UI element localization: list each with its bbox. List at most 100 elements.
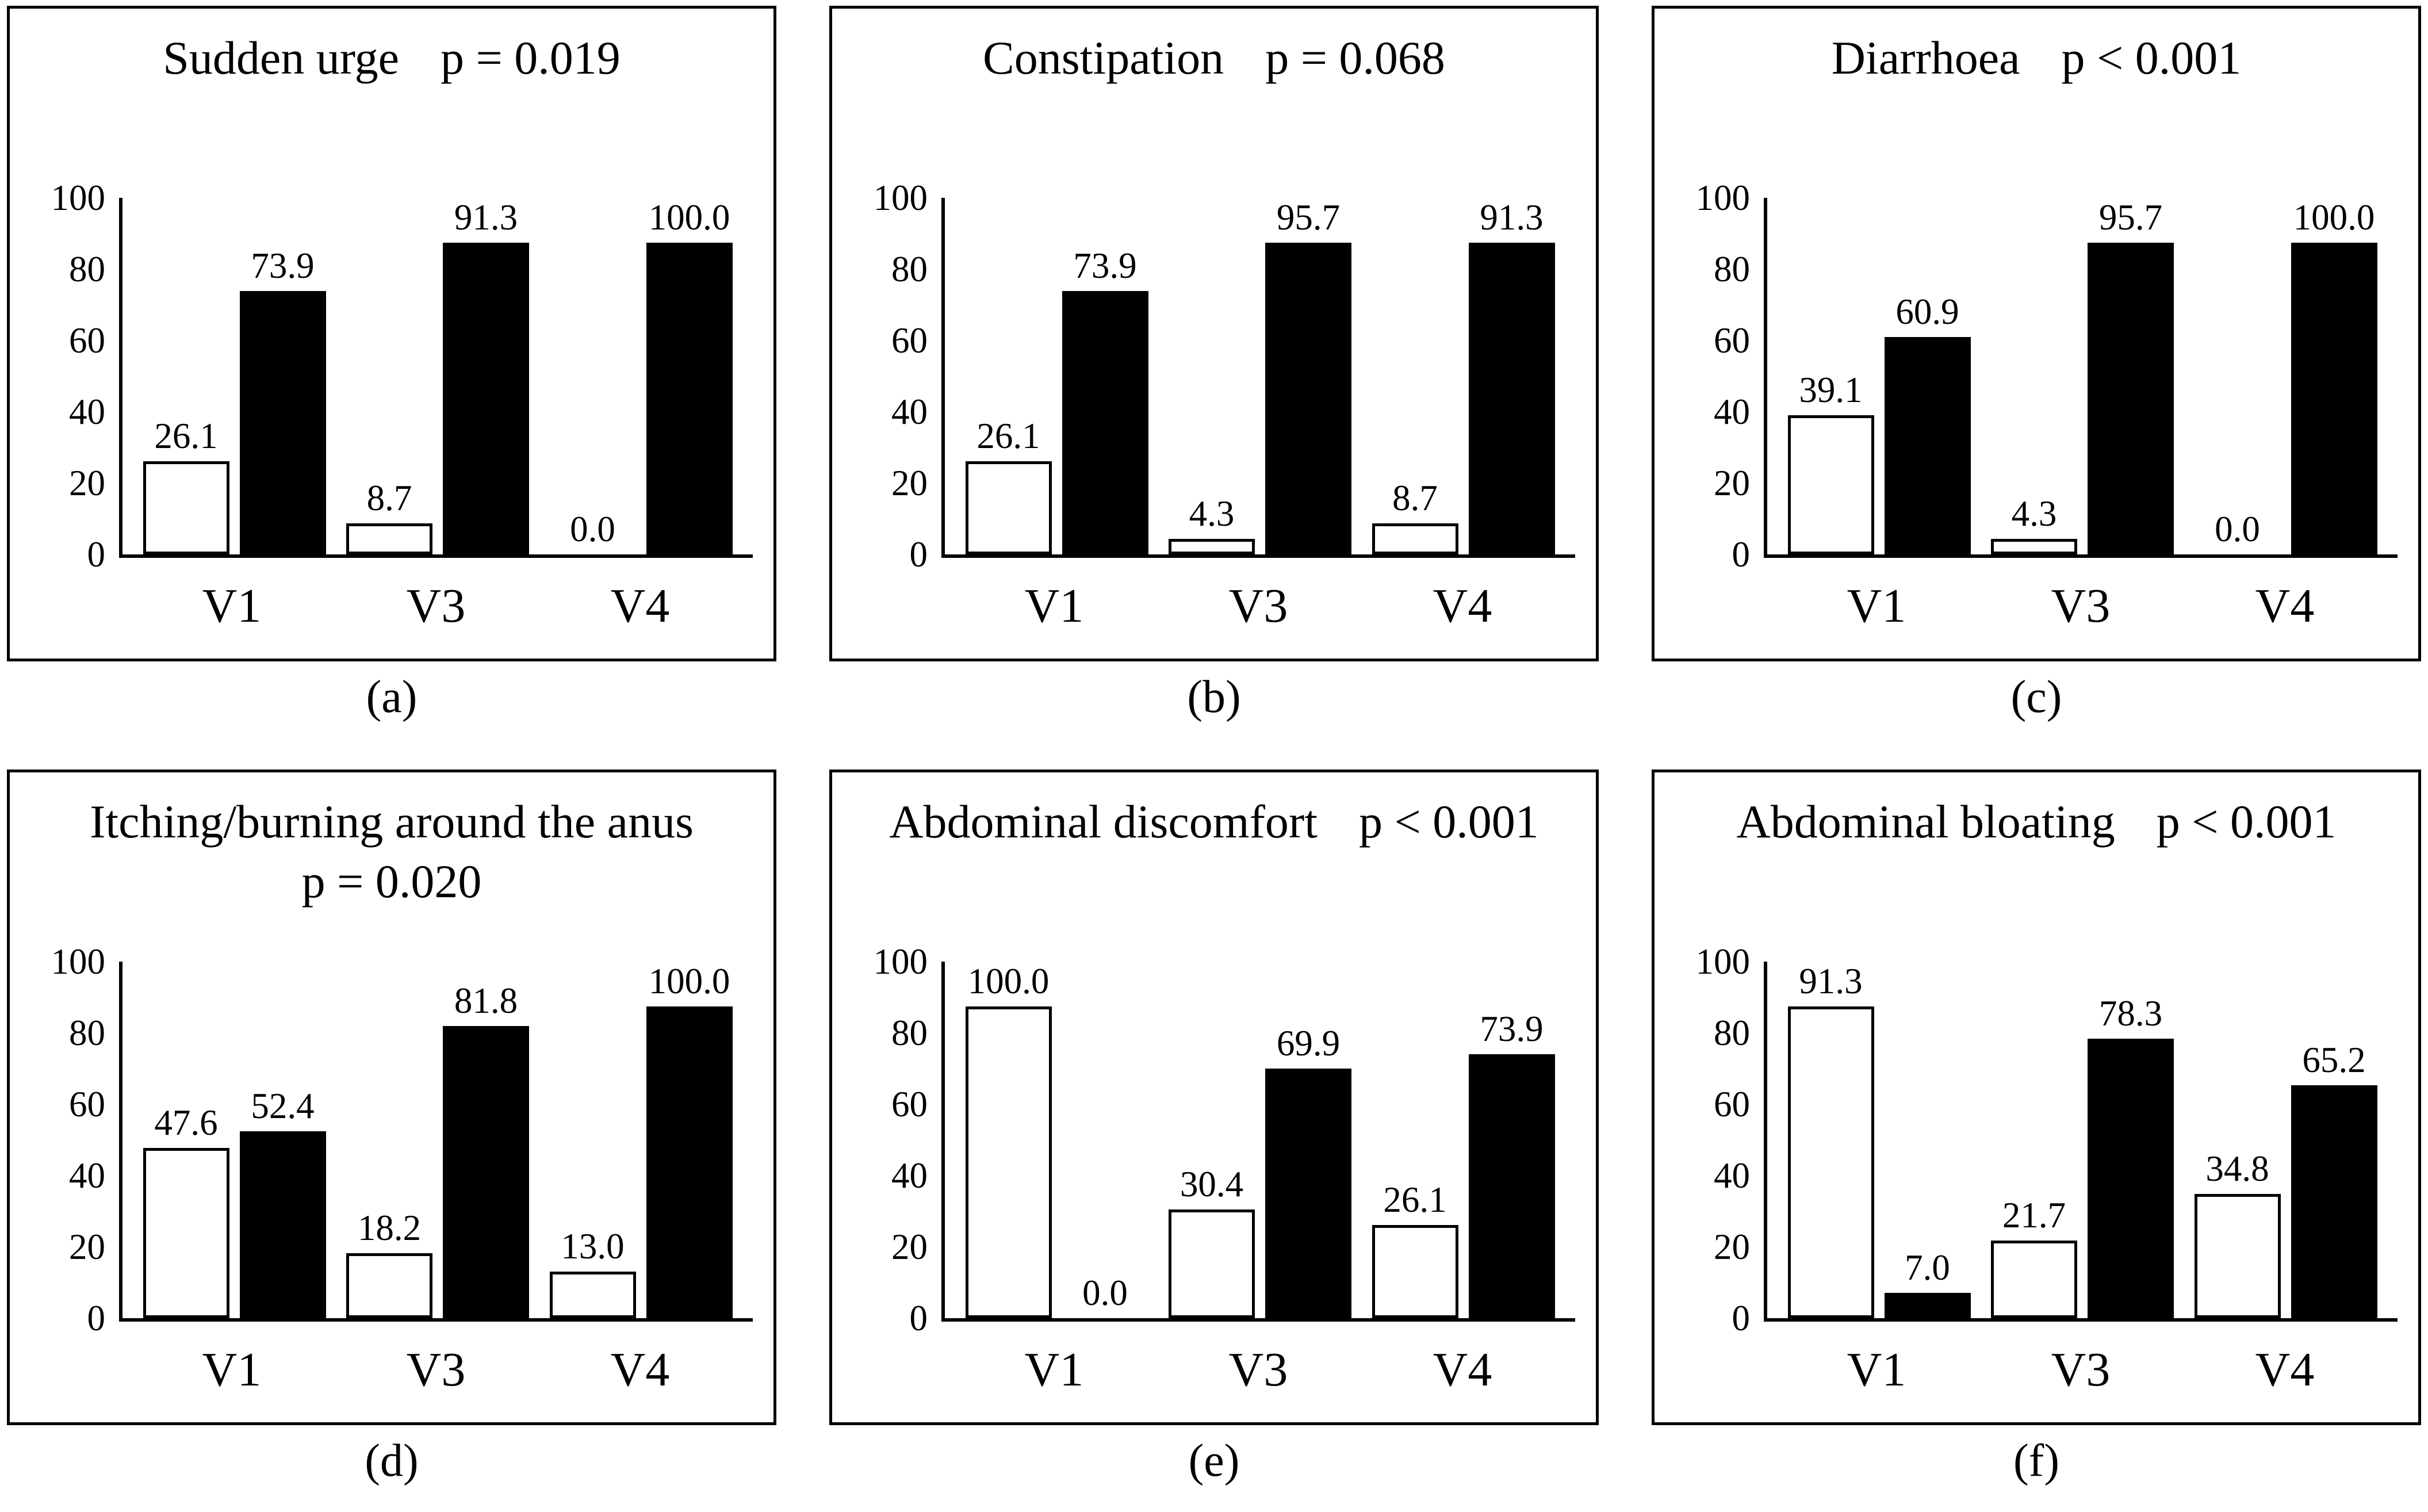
- y-tick-label: 60: [69, 320, 105, 361]
- black-bar: [1265, 1069, 1351, 1318]
- bar-value-label: 26.1: [154, 416, 218, 457]
- y-tick-label: 20: [1714, 1226, 1750, 1267]
- y-tick-label: 40: [69, 392, 105, 432]
- black-bar: [2088, 1039, 2174, 1318]
- bar-value-label: 81.8: [454, 981, 518, 1021]
- white-bar-slot: 91.3: [1787, 962, 1874, 1318]
- bar-group-v4: 13.0 100.0: [549, 962, 733, 1318]
- p-value-label: p < 0.001: [1358, 795, 1539, 848]
- y-tick-label: 80: [1714, 1012, 1750, 1053]
- white-bar-slot: 0.0: [2195, 198, 2281, 554]
- white-bar-slot: 21.7: [1991, 962, 2077, 1318]
- black-bar: [1468, 1054, 1555, 1318]
- black-bar: [443, 1026, 529, 1318]
- chart-area: 26.1 73.9 8.7 91.3 0.0 100.0 0 20 40 60 80 100: [51, 178, 753, 575]
- black-bar-slot: 69.9: [1265, 962, 1351, 1318]
- chart-area: 91.3 7.0 21.7 78.3 34.8 65.2 0 20 40 60 80 100: [1696, 941, 2398, 1338]
- plot-area: 26.1 73.9 8.7 91.3 0.0 100.0 0 20 40 60 80 100: [51, 178, 753, 575]
- bar-group-v4: 26.1 73.9: [1372, 962, 1555, 1318]
- bar-value-label: 65.2: [2302, 1040, 2366, 1081]
- y-tick-label: 20: [1714, 463, 1750, 503]
- bar-value-label: 73.9: [251, 245, 315, 286]
- black-bar-slot: 100.0: [646, 962, 733, 1318]
- y-tick-label: 80: [69, 249, 105, 289]
- panel-caption: (e): [1188, 1435, 1240, 1486]
- chart-title-text: Abdominal discomfort: [889, 795, 1318, 848]
- y-tick-label: 100: [51, 178, 106, 218]
- chart-title: Sudden urge p = 0.019: [10, 28, 773, 89]
- panel-caption: (d): [365, 1435, 419, 1486]
- bar-value-label: 4.3: [1189, 493, 1235, 534]
- bar-value-label: 100.0: [967, 960, 1050, 1001]
- y-tick-label: 100: [1695, 941, 1751, 982]
- bar-value-label: 47.6: [154, 1103, 218, 1143]
- category-label-v1: V1: [202, 1342, 262, 1396]
- black-bar-slot: 100.0: [2291, 198, 2377, 554]
- y-tick-label: 60: [1714, 320, 1750, 361]
- black-bar: [1884, 337, 1971, 554]
- y-tick-label: 20: [891, 463, 928, 503]
- category-label-v1: V1: [1847, 1342, 1906, 1396]
- bar-group-v1: 47.6 52.4: [143, 962, 326, 1318]
- panel-caption: (a): [366, 672, 418, 722]
- x-axis-labels: V1 V3 V4: [1764, 558, 2398, 659]
- white-bar: [1991, 539, 2077, 554]
- figure-cell: Abdominal bloating p < 0.001 91.3 7.0 21.7 7…: [1652, 769, 2421, 1507]
- black-bar-slot: 91.3: [1468, 197, 1555, 554]
- white-bar-slot: 0.0: [550, 198, 636, 554]
- white-bar-slot: 26.1: [1372, 962, 1458, 1318]
- white-bar: [1991, 1240, 2077, 1318]
- y-tick-label: 0: [87, 1297, 106, 1338]
- x-axis-labels: V1 V3 V4: [119, 1322, 753, 1422]
- y-tick-label: 40: [69, 1155, 105, 1196]
- white-bar-slot: 8.7: [1372, 198, 1458, 554]
- figure-cell: Diarrhoea p < 0.001 39.1 60.9 4.3 95.7 0.0 100…: [1652, 6, 2421, 743]
- bar-group-v3: 21.7 78.3: [1991, 962, 2174, 1318]
- chart-title: Constipation p = 0.068: [832, 28, 1596, 89]
- white-bar-slot: 30.4: [1169, 962, 1255, 1318]
- bar-value-label: 8.7: [1392, 478, 1438, 519]
- y-tick-label: 40: [891, 392, 928, 432]
- category-label-v4: V4: [1433, 579, 1492, 633]
- chart-title: Abdominal bloating p < 0.001: [1655, 792, 2418, 852]
- bar-value-label: 73.9: [1073, 245, 1137, 286]
- chart-title: Diarrhoea p < 0.001: [1655, 28, 2418, 89]
- bar-value-label: 100.0: [648, 197, 730, 238]
- panel-caption: (b): [1187, 672, 1241, 722]
- chart-title-text: Constipation: [983, 32, 1224, 84]
- white-bar: [346, 523, 432, 554]
- bar-value-label: 39.1: [1799, 369, 1863, 410]
- chart-area: 39.1 60.9 4.3 95.7 0.0 100.0 0 20 40 60 80 100: [1696, 178, 2398, 575]
- y-tick-label: 80: [69, 1012, 105, 1053]
- x-axis-labels: V1 V3 V4: [1764, 1322, 2398, 1422]
- category-label-v1: V1: [1847, 579, 1906, 633]
- black-bar-slot: 52.4: [239, 962, 326, 1318]
- bar-value-label: 52.4: [251, 1085, 315, 1126]
- white-bar: [2194, 1193, 2281, 1318]
- white-bar: [1169, 1209, 1255, 1318]
- white-bar: [346, 1253, 432, 1318]
- chart-title-text: Diarrhoea: [1831, 32, 2020, 84]
- black-bar-slot: 73.9: [1062, 198, 1148, 554]
- bar-value-label: 78.3: [2098, 993, 2163, 1034]
- black-bar-slot: 95.7: [2088, 198, 2174, 554]
- panel-caption: (f): [2013, 1435, 2059, 1486]
- category-label-v3: V3: [2051, 1342, 2111, 1396]
- bar-group-v4: 34.8 65.2: [2194, 962, 2377, 1318]
- bar-value-label: 60.9: [1895, 292, 1959, 332]
- chart-title-text: Sudden urge: [163, 32, 399, 84]
- black-bar: [443, 243, 529, 554]
- chart-panel: Itching/burning around the anus p = 0.020…: [7, 769, 776, 1425]
- plot-area: 26.1 73.9 4.3 95.7 8.7 91.3 0 20 40 60 80 100: [874, 178, 1575, 575]
- bar-value-label: 91.3: [1480, 197, 1544, 238]
- white-bar-slot: 13.0: [549, 962, 636, 1318]
- white-bar-slot: 4.3: [1169, 198, 1255, 554]
- plot-area: 47.6 52.4 18.2 81.8 13.0 100.0 0 20 40 60 80 100: [51, 941, 753, 1338]
- plot-area: 100.0 0.0 30.4 69.9 26.1 73.9 0 20 40 60 80 100: [874, 941, 1575, 1338]
- black-bar: [646, 243, 733, 554]
- white-bar-slot: 26.1: [143, 198, 229, 554]
- bar-value-label: 69.9: [1276, 1023, 1341, 1064]
- white-bar: [1169, 539, 1255, 554]
- bar-value-label: 7.0: [1905, 1247, 1950, 1288]
